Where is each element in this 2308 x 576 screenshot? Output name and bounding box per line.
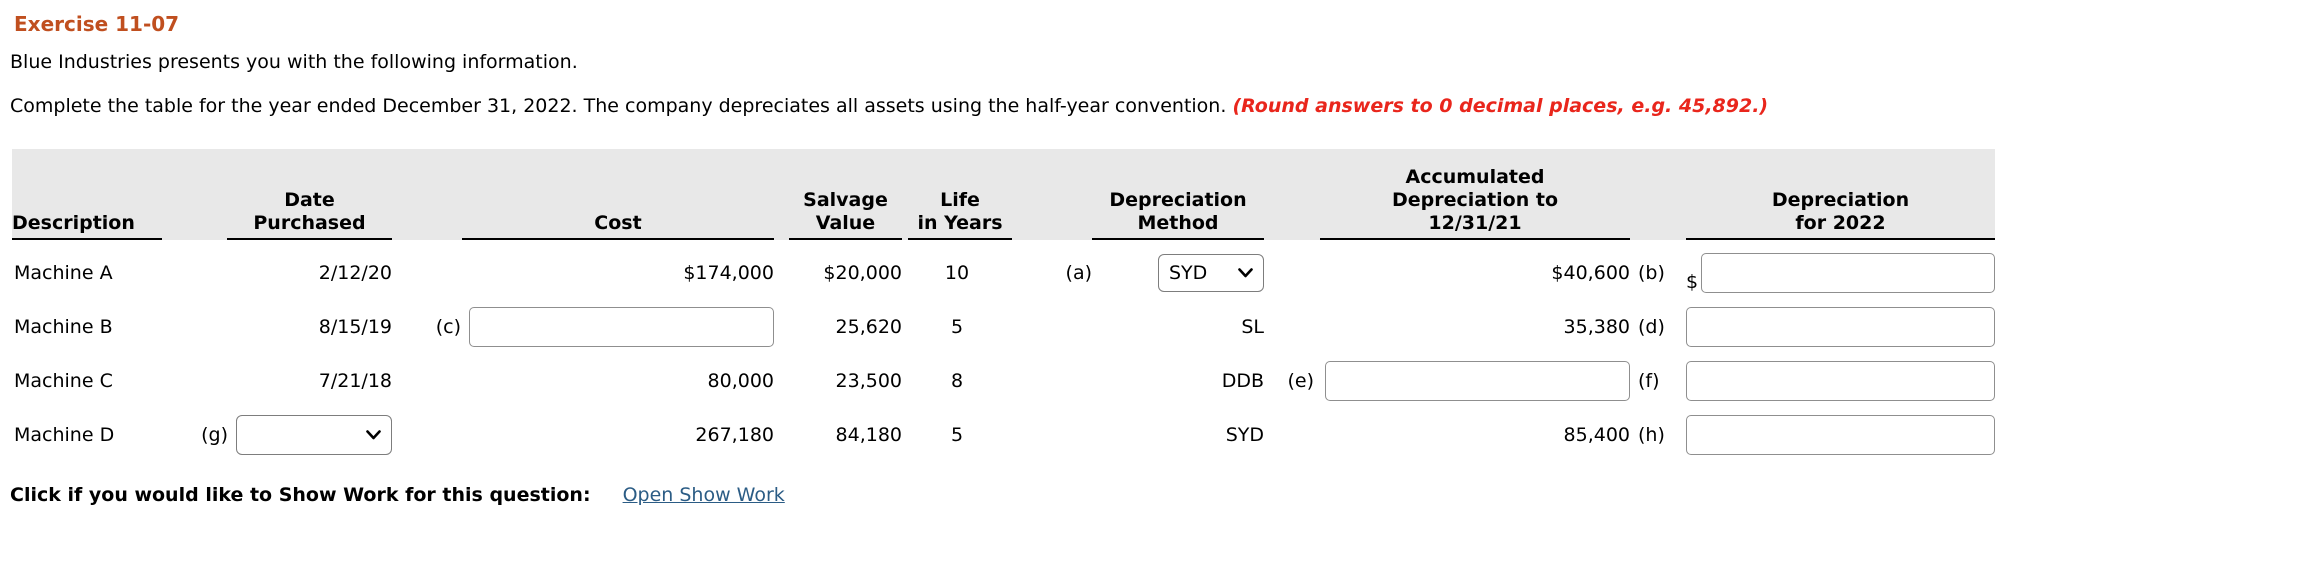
header-spacer-1 xyxy=(1012,149,1092,240)
header-salvage-value: Salvage Value xyxy=(774,149,902,240)
table-body: Machine A 2/12/20 $174,000 $20,000 10 (a… xyxy=(12,246,1995,462)
table-header-row: Description Date Purchased Cost Salvage … xyxy=(12,149,1995,240)
life-in-years-cell: 8 xyxy=(950,370,964,392)
marker-h: (h) xyxy=(1638,424,1665,446)
depreciation-2022-cell xyxy=(1686,415,1995,455)
accumulated-depreciation-cell: 35,380 xyxy=(1563,316,1630,338)
table-row-machine-b: Machine B 8/15/19 (c) 25,620 5 SL 35,380… xyxy=(12,300,1995,354)
depreciation-2022-input-d[interactable] xyxy=(1686,307,1995,347)
rounding-note: (Round answers to 0 decimal places, e.g.… xyxy=(1232,95,1769,117)
accumulated-depreciation-cell xyxy=(1314,361,1630,401)
cost-cell: 267,180 xyxy=(695,424,774,446)
header-spacer-2 xyxy=(1264,149,1314,240)
show-work-row: Click if you would like to Show Work for… xyxy=(10,484,2308,506)
depreciation-2022-input-b[interactable] xyxy=(1701,253,1995,293)
header-depreciation-method: Depreciation Method xyxy=(1092,149,1264,240)
open-show-work-link[interactable]: Open Show Work xyxy=(622,484,785,506)
marker-f: (f) xyxy=(1638,370,1660,392)
header-life-in-years: Life in Years xyxy=(902,149,1012,240)
marker-a: (a) xyxy=(1065,262,1092,284)
depreciation-2022-cell xyxy=(1686,307,1995,347)
date-purchased-cell: (g) xyxy=(162,415,392,455)
method-cell: SYD xyxy=(1225,424,1264,446)
intro-text: Blue Industries presents you with the fo… xyxy=(10,51,578,73)
show-work-label: Click if you would like to Show Work for… xyxy=(10,484,591,506)
marker-e: (e) xyxy=(1287,370,1314,392)
life-in-years-cell: 5 xyxy=(950,424,964,446)
marker-g: (g) xyxy=(201,424,228,446)
depreciation-2022-cell: $ xyxy=(1686,253,1995,293)
table-row-machine-a: Machine A 2/12/20 $174,000 $20,000 10 (a… xyxy=(12,246,1995,300)
method-cell: SYD xyxy=(1092,254,1264,292)
salvage-value-cell: 25,620 xyxy=(835,316,902,338)
depreciation-method-select[interactable]: SYD xyxy=(1158,254,1264,292)
dollar-sign-prefix: $ xyxy=(1686,271,1699,293)
method-cell: SL xyxy=(1241,316,1264,338)
instruction-main: Complete the table for the year ended De… xyxy=(10,95,1227,117)
table-row-machine-d: Machine D (g) 267,180 84,180 5 SYD 85, xyxy=(12,408,1995,462)
header-spacer-3 xyxy=(1630,149,1686,240)
salvage-value-cell: 23,500 xyxy=(835,370,902,392)
depreciation-2022-cell xyxy=(1686,361,1995,401)
exercise-title: Exercise 11-07 xyxy=(14,12,180,36)
header-accumulated-depreciation: Accumulated Depreciation to 12/31/21 xyxy=(1314,149,1630,240)
header-date-purchased: Date Purchased xyxy=(162,149,392,240)
salvage-value-cell: $20,000 xyxy=(823,262,902,284)
cost-cell: $174,000 xyxy=(683,262,774,284)
header-cost: Cost xyxy=(392,149,774,240)
depreciation-table: Description Date Purchased Cost Salvage … xyxy=(12,149,1995,462)
salvage-value-cell: 84,180 xyxy=(835,424,902,446)
chevron-down-icon xyxy=(366,430,381,440)
accumulated-depreciation-input-e[interactable] xyxy=(1325,361,1630,401)
description-cell: Machine A xyxy=(14,262,113,284)
cost-cell: 80,000 xyxy=(707,370,774,392)
depreciation-2022-input-h[interactable] xyxy=(1686,415,1995,455)
date-purchased-cell: 7/21/18 xyxy=(318,370,392,392)
accumulated-depreciation-cell: 85,400 xyxy=(1563,424,1630,446)
depreciation-2022-input-f[interactable] xyxy=(1686,361,1995,401)
marker-c: (c) xyxy=(435,316,461,338)
chevron-down-icon xyxy=(1238,268,1253,278)
description-cell: Machine B xyxy=(14,316,113,338)
table-row-machine-c: Machine C 7/21/18 80,000 23,500 8 DDB (e… xyxy=(12,354,1995,408)
date-purchased-cell: 2/12/20 xyxy=(318,262,392,284)
date-purchased-cell: 8/15/19 xyxy=(318,316,392,338)
description-cell: Machine D xyxy=(14,424,115,446)
header-description: Description xyxy=(12,149,162,240)
header-depreciation-for-2022: Depreciation for 2022 xyxy=(1686,149,1995,240)
exercise-page: Exercise 11-07 Blue Industries presents … xyxy=(0,12,2308,506)
accumulated-depreciation-cell: $40,600 xyxy=(1551,262,1630,284)
cost-cell: (c) xyxy=(392,307,774,347)
selected-method-value: SYD xyxy=(1169,262,1208,284)
marker-d: (d) xyxy=(1638,316,1665,338)
life-in-years-cell: 5 xyxy=(950,316,964,338)
cost-input-c[interactable] xyxy=(469,307,774,347)
method-cell: DDB xyxy=(1221,370,1264,392)
instruction-text: Complete the table for the year ended De… xyxy=(10,95,2308,117)
marker-b: (b) xyxy=(1638,262,1665,284)
date-purchased-select[interactable] xyxy=(236,415,392,455)
description-cell: Machine C xyxy=(14,370,113,392)
life-in-years-cell: 10 xyxy=(944,262,970,284)
